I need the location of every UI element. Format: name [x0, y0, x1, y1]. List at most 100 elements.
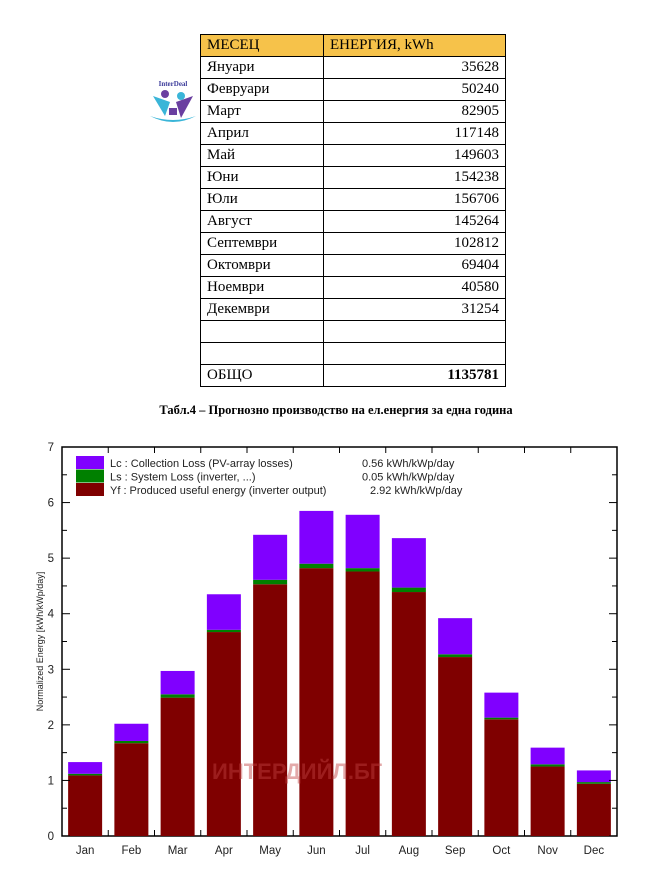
energy-cell: 149603 [323, 144, 506, 167]
x-tick-label: Jan [76, 845, 95, 857]
bar-apr-ls [206, 629, 241, 633]
energy-cell: 117148 [323, 122, 506, 145]
total-label: ОБЩО [200, 364, 324, 387]
bar-jul-yf [345, 571, 380, 836]
bar-nov-lc [530, 747, 565, 765]
legend-value: 0.56 kWh/kWp/day [362, 458, 455, 470]
bar-sep-ls [438, 654, 473, 658]
month-cell: Март [200, 100, 324, 123]
bar-dec-lc [576, 770, 611, 783]
month-cell: Октомври [200, 254, 324, 277]
energy-cell [323, 320, 506, 343]
bar-oct-ls [484, 717, 519, 720]
y-tick-label: 3 [48, 664, 54, 676]
bar-apr-yf [206, 632, 241, 836]
interdeal-logo: InterDeal [148, 80, 198, 130]
y-tick-label: 1 [48, 775, 54, 787]
logo-figures-icon [150, 90, 196, 122]
x-tick-label: Apr [215, 845, 233, 857]
bar-sep-yf [438, 657, 473, 836]
bar-feb-yf [114, 743, 149, 836]
x-tick-label: May [259, 845, 281, 857]
plot-frame [61, 446, 618, 837]
table-row [200, 342, 506, 365]
legend-swatch [76, 483, 104, 496]
bar-may-lc [253, 534, 288, 580]
month-cell: Юни [200, 166, 324, 189]
y-tick-label: 6 [48, 498, 54, 510]
energy-cell: 40580 [323, 276, 506, 299]
table-row: Март 82905 [200, 100, 506, 123]
bar-jun-lc [299, 510, 334, 564]
bar-jul-ls [345, 568, 380, 572]
legend-label: Ls : System Loss (inverter, ...) [110, 472, 256, 484]
table-row [200, 320, 506, 343]
bar-aug-yf [391, 592, 426, 836]
bar-oct-yf [484, 719, 519, 836]
bar-may-yf [253, 584, 288, 836]
table-row: Септември 102812 [200, 232, 506, 255]
energy-cell: 145264 [323, 210, 506, 233]
total-value: 1135781 [323, 364, 506, 387]
x-tick-label: Sep [445, 845, 465, 857]
bar-jan-lc [68, 762, 103, 774]
bar-mar-lc [160, 670, 195, 695]
table-row: Декември 31254 [200, 298, 506, 321]
bar-feb-ls [114, 740, 149, 744]
bar-aug-lc [391, 538, 426, 588]
bar-jun-ls [299, 563, 334, 569]
month-cell: Април [200, 122, 324, 145]
legend-swatch [76, 456, 104, 469]
y-axis-label: Normalized Energy [kWh/kWp/day] [35, 572, 45, 712]
legend-swatch [76, 469, 104, 483]
energy-cell: 156706 [323, 188, 506, 211]
bar-dec-yf [576, 783, 611, 836]
header-energy: ЕНЕРГИЯ, kWh [323, 34, 506, 57]
energy-chart: Jan Feb Mar Apr May Jun Jul Aug Sep Oct Nov Dec 0 1 2 3… [35, 442, 618, 857]
y-tick-label: 2 [48, 720, 54, 732]
bar-sep-lc [438, 618, 473, 655]
bar-apr-lc [206, 594, 241, 630]
month-cell: Януари [200, 56, 324, 79]
energy-cell [323, 342, 506, 365]
bar-oct-lc [484, 692, 519, 718]
bar-mar-ls [160, 694, 195, 698]
table-row: Февруари 50240 [200, 78, 506, 101]
legend-label: Yf : Produced useful energy (inverter ou… [110, 485, 326, 497]
y-tick-label: 0 [48, 831, 54, 843]
energy-cell: 50240 [323, 78, 506, 101]
energy-cell: 31254 [323, 298, 506, 321]
table-row: Ноември 40580 [200, 276, 506, 299]
bar-aug-ls [391, 587, 426, 593]
x-tick-label: Jul [355, 845, 370, 857]
table-header-row: МЕСЕЦ ЕНЕРГИЯ, kWh [200, 34, 506, 57]
x-tick-label: Oct [492, 845, 511, 857]
month-cell [200, 342, 324, 365]
month-cell: Февруари [200, 78, 324, 101]
table-row: Януари 35628 [200, 56, 506, 79]
table-row: Октомври 69404 [200, 254, 506, 277]
y-tick-label: 4 [48, 609, 55, 621]
month-cell: Декември [200, 298, 324, 321]
bar-nov-yf [530, 766, 565, 836]
x-tick-label: Aug [399, 845, 419, 857]
energy-cell: 69404 [323, 254, 506, 277]
energy-cell: 154238 [323, 166, 506, 189]
x-tick-label: Dec [584, 845, 605, 857]
month-cell: Юли [200, 188, 324, 211]
bar-nov-ls [530, 764, 565, 767]
bar-feb-lc [114, 723, 149, 741]
legend-label: Lc : Collection Loss (PV-array losses) [110, 458, 293, 470]
table-row: Април 117148 [200, 122, 506, 145]
y-tick-label: 5 [48, 553, 54, 565]
logo-text: InterDeal [158, 80, 188, 88]
x-tick-label: Jun [307, 845, 326, 857]
y-tick-label: 7 [48, 442, 54, 454]
table-row: Август 145264 [200, 210, 506, 233]
legend-value: 0.05 kWh/kWp/day [362, 472, 455, 484]
month-cell: Септември [200, 232, 324, 255]
table-caption: Табл.4 – Прогнозно производство на ел.ен… [159, 403, 513, 417]
month-cell: Ноември [200, 276, 324, 299]
bar-may-ls [253, 579, 288, 585]
x-tick-label: Feb [121, 845, 141, 857]
